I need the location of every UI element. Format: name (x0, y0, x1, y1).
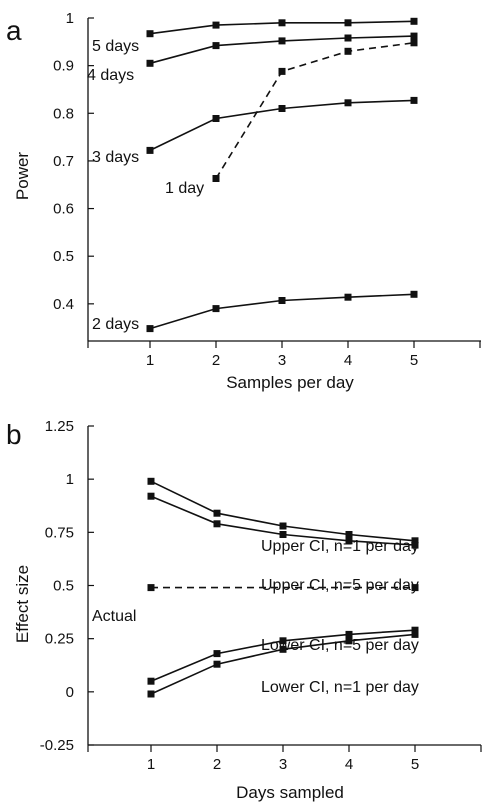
data-point (279, 531, 287, 538)
data-point (278, 105, 286, 112)
data-point (146, 146, 154, 154)
y-tick-label: 0.6 (53, 201, 74, 218)
data-point (147, 492, 155, 500)
panel-b-y-axis-title: Effect size (13, 565, 32, 643)
panel-b-x-ticks: 1 2 3 4 5 (87, 745, 482, 773)
panel-a-x-ticks: 1 2 3 4 5 (87, 341, 481, 369)
y-tick-label: 0 (66, 684, 74, 701)
data-point (411, 630, 419, 638)
y-tick-label: 0.5 (53, 248, 74, 265)
series-label-upper-ci-n5: Upper CI, n=5 per day (261, 577, 419, 594)
panel-a-letter: a (6, 15, 22, 46)
series-label-upper-ci-n1: Upper CI, n=1 per day (261, 538, 419, 555)
x-tick-label: 5 (410, 352, 418, 369)
panel-b-chart: b 1.25 1 0.75 0.5 0.25 0 -0.25 1 2 3 4 5 Upper CI,… (6, 418, 482, 802)
x-tick-label: 3 (278, 352, 286, 369)
data-point (344, 19, 352, 27)
x-tick-label: 4 (345, 756, 353, 773)
data-point (345, 531, 353, 538)
data-point (410, 96, 418, 104)
data-point (278, 297, 286, 304)
series-label-3-days: 3 days (92, 149, 139, 166)
data-point (410, 32, 418, 40)
data-point (278, 19, 286, 27)
data-point (213, 650, 221, 658)
data-point (212, 115, 220, 122)
x-tick-label: 5 (411, 756, 419, 773)
panel-a-y-ticks: 1 0.9 0.8 0.7 0.6 0.5 0.4 (53, 10, 94, 313)
data-point (213, 660, 221, 668)
data-point (344, 47, 352, 55)
y-tick-label: 1 (66, 10, 74, 27)
data-point (410, 17, 418, 25)
series-label-actual: Actual (92, 608, 136, 625)
panel-b-data-points (147, 477, 419, 698)
panel-b-x-axis-title: Days sampled (236, 783, 344, 802)
data-point (279, 522, 287, 530)
data-point (146, 325, 154, 333)
data-point (278, 67, 286, 75)
series-label-lower-ci-n5: Lower CI, n=5 per day (261, 637, 419, 654)
y-tick-label: 0.5 (53, 578, 74, 595)
data-point (411, 584, 419, 592)
panel-a-series-lines (149, 20, 415, 330)
y-tick-label: 0.75 (45, 524, 74, 541)
data-point (411, 626, 419, 634)
y-tick-label: 0.7 (53, 153, 74, 170)
data-point (146, 30, 154, 38)
series-label-1-day: 1 day (165, 180, 204, 197)
data-point (345, 537, 353, 545)
panel-a-data-points (146, 17, 418, 333)
data-point (213, 520, 221, 528)
data-point (344, 99, 352, 107)
data-point (147, 690, 155, 698)
x-tick-label: 4 (344, 352, 352, 369)
x-tick-label: 2 (212, 352, 220, 369)
series-line (215, 42, 415, 179)
data-point (345, 630, 353, 638)
data-point (410, 290, 418, 298)
series-label-lower-ci-n1: Lower CI, n=1 per day (261, 679, 419, 696)
x-tick-label: 2 (213, 756, 221, 773)
y-tick-label: 0.8 (53, 105, 74, 122)
x-tick-label: 3 (279, 756, 287, 773)
data-point (279, 637, 287, 645)
x-tick-label: 1 (146, 352, 154, 369)
data-point (213, 509, 221, 517)
data-point (147, 477, 155, 485)
panel-b-letter: b (6, 419, 22, 450)
panel-a-chart: a 1 0.9 0.8 0.7 0.6 0.5 0.4 1 2 3 4 5 5 days 4 day… (6, 10, 481, 392)
x-tick-label: 1 (147, 756, 155, 773)
data-point (212, 305, 220, 313)
data-point (278, 37, 286, 45)
panel-b-y-ticks: 1.25 1 0.75 0.5 0.25 0 -0.25 (40, 418, 94, 754)
panel-a-x-axis-title: Samples per day (226, 373, 354, 392)
series-label-2-days: 2 days (92, 316, 139, 333)
panel-a-axes (87, 18, 481, 342)
series-label-5-days: 5 days (92, 38, 139, 55)
data-point (212, 42, 220, 50)
data-point (345, 637, 353, 645)
data-point (212, 21, 220, 29)
data-point (146, 59, 154, 67)
y-tick-label: 1.25 (45, 418, 74, 435)
data-point (410, 39, 418, 47)
y-tick-label: 0.4 (53, 296, 74, 313)
y-tick-label: 0.9 (53, 58, 74, 75)
data-point (279, 645, 287, 653)
data-point (411, 541, 419, 549)
data-point (411, 537, 419, 545)
data-point (344, 293, 352, 301)
data-point (147, 677, 155, 685)
y-tick-label: -0.25 (40, 737, 74, 754)
data-point (147, 584, 155, 592)
y-tick-label: 0.25 (45, 631, 74, 648)
data-point (212, 175, 220, 182)
y-tick-label: 1 (66, 471, 74, 488)
data-point (344, 34, 352, 42)
panel-a-y-axis-title: Power (13, 152, 32, 201)
series-label-4-days: 4 days (87, 67, 134, 84)
